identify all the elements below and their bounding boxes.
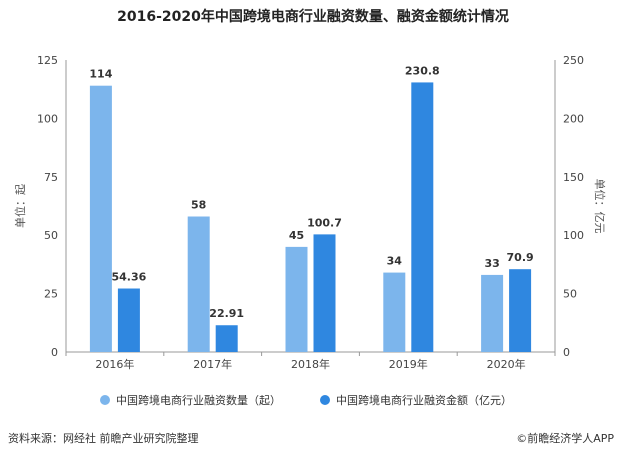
data-label-count-4: 33 — [484, 257, 499, 270]
chart-title: 2016-2020年中国跨境电商行业融资数量、融资金额统计情况 — [117, 9, 509, 25]
legend-item-count: 中国跨境电商行业融资数量（起） — [100, 392, 281, 408]
data-label-count-1: 58 — [191, 199, 206, 212]
bar-amount-4 — [509, 269, 532, 352]
legend-item-amount: 中国跨境电商行业融资金额（亿元） — [320, 392, 512, 408]
bar-count-2 — [285, 246, 308, 352]
brand-credit: ©前瞻经济学人APP — [516, 432, 614, 445]
x-tick-label: 2017年 — [193, 357, 232, 371]
y-tick-right: 50 — [563, 288, 577, 301]
data-label-amount-1: 22.91 — [209, 307, 244, 320]
bar-count-0 — [89, 85, 112, 353]
legend-label-count: 中国跨境电商行业融资数量（起） — [116, 394, 281, 407]
source-note: 资料来源：网经社 前瞻产业研究院整理 — [8, 432, 199, 445]
bar-amount-1 — [215, 325, 238, 352]
y-tick-right: 250 — [563, 54, 584, 67]
x-tick-label: 2018年 — [291, 357, 330, 371]
y-axis-left-title: 单位：起 — [13, 184, 27, 228]
y-tick-right: 0 — [563, 346, 570, 359]
bar-count-1 — [187, 216, 210, 352]
data-label-amount-4: 70.9 — [507, 251, 534, 264]
y-tick-left: 100 — [37, 112, 58, 125]
y-tick-left: 50 — [44, 229, 58, 242]
y-tick-left: 75 — [44, 171, 58, 184]
data-label-amount-0: 54.36 — [112, 271, 147, 284]
legend-swatch-amount — [320, 395, 330, 405]
data-label-amount-3: 230.8 — [405, 64, 440, 77]
x-tick-label: 2016年 — [95, 357, 134, 371]
data-label-amount-2: 100.7 — [307, 216, 342, 229]
bar-count-4 — [481, 274, 504, 352]
bar-amount-2 — [313, 234, 336, 352]
y-axis-right-title: 单位：亿元 — [593, 179, 607, 234]
y-tick-right: 100 — [563, 229, 584, 242]
data-label-count-3: 34 — [387, 255, 403, 268]
legend-swatch-count — [100, 395, 110, 405]
bar-amount-3 — [411, 82, 434, 352]
y-tick-left: 125 — [37, 54, 58, 67]
legend-label-amount: 中国跨境电商行业融资金额（亿元） — [336, 394, 512, 407]
x-tick-label: 2020年 — [487, 357, 526, 371]
x-tick-label: 2019年 — [389, 357, 428, 371]
data-label-count-0: 114 — [89, 68, 112, 81]
y-tick-right: 200 — [563, 112, 584, 125]
y-tick-right: 150 — [563, 171, 584, 184]
bar-count-3 — [383, 272, 406, 352]
data-label-count-2: 45 — [289, 229, 304, 242]
y-tick-left: 0 — [51, 346, 58, 359]
y-tick-left: 25 — [44, 288, 58, 301]
bar-amount-0 — [117, 288, 140, 352]
